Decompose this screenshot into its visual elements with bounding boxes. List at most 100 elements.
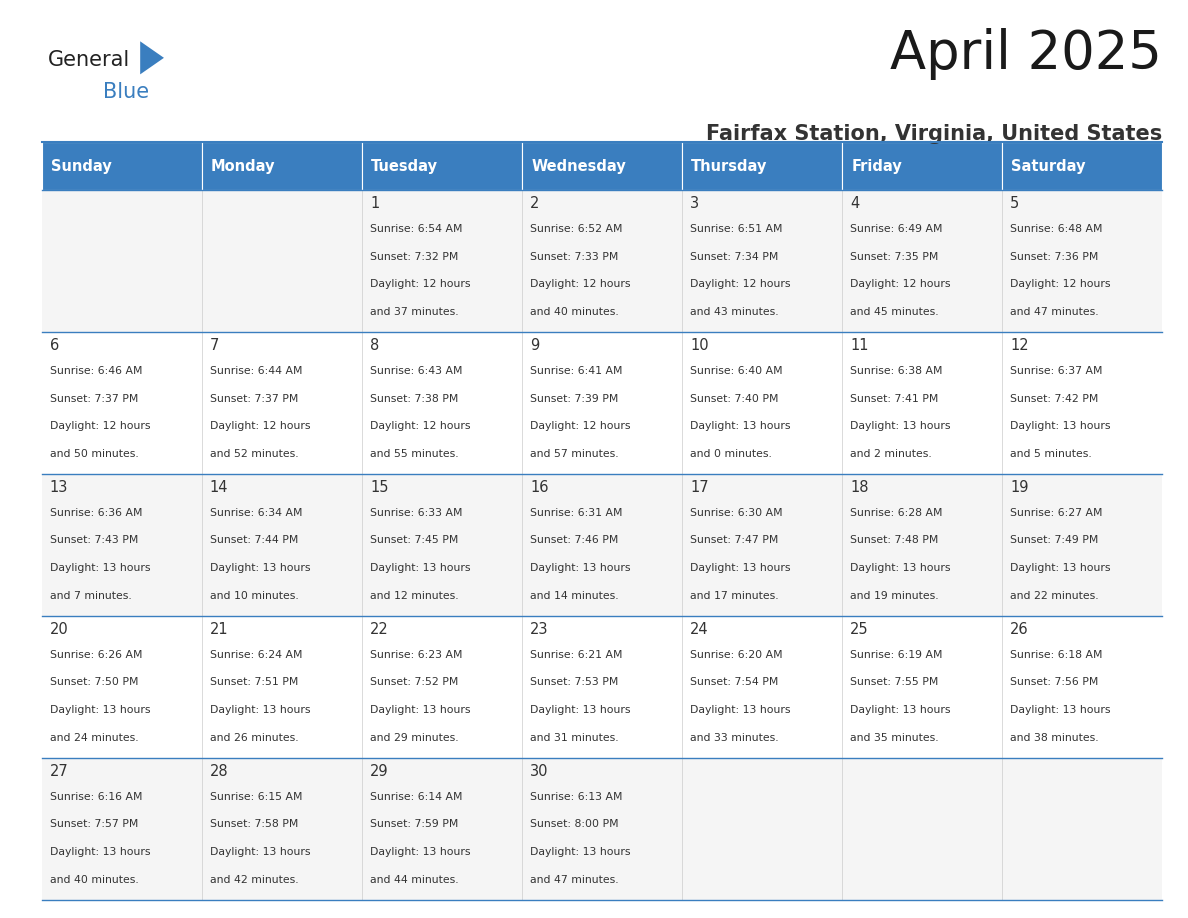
Text: Friday: Friday <box>852 159 902 174</box>
Bar <box>1001 616 1162 757</box>
Text: and 35 minutes.: and 35 minutes. <box>851 733 939 743</box>
Text: Sunset: 7:54 PM: Sunset: 7:54 PM <box>690 677 778 688</box>
Text: and 0 minutes.: and 0 minutes. <box>690 449 772 459</box>
Text: Sunset: 7:39 PM: Sunset: 7:39 PM <box>530 394 619 404</box>
Text: 2: 2 <box>530 196 539 211</box>
Text: Blue: Blue <box>103 82 150 102</box>
Text: Daylight: 13 hours: Daylight: 13 hours <box>50 847 151 856</box>
Text: Sunrise: 6:49 AM: Sunrise: 6:49 AM <box>851 224 942 234</box>
Text: Daylight: 12 hours: Daylight: 12 hours <box>1010 279 1111 289</box>
Text: Sunset: 7:44 PM: Sunset: 7:44 PM <box>210 535 298 545</box>
Text: and 29 minutes.: and 29 minutes. <box>369 733 459 743</box>
Text: Sunset: 7:32 PM: Sunset: 7:32 PM <box>369 252 459 262</box>
Text: 30: 30 <box>530 764 549 779</box>
Text: 15: 15 <box>369 480 388 496</box>
Text: 10: 10 <box>690 339 709 353</box>
Text: Sunset: 7:53 PM: Sunset: 7:53 PM <box>530 677 619 688</box>
Text: Sunrise: 6:26 AM: Sunrise: 6:26 AM <box>50 650 143 660</box>
Text: 11: 11 <box>851 339 868 353</box>
Bar <box>42 474 202 616</box>
Text: Sunset: 7:38 PM: Sunset: 7:38 PM <box>369 394 459 404</box>
Text: Sunrise: 6:21 AM: Sunrise: 6:21 AM <box>530 650 623 660</box>
Text: 14: 14 <box>210 480 228 496</box>
Text: Sunrise: 6:28 AM: Sunrise: 6:28 AM <box>851 508 942 518</box>
Text: and 19 minutes.: and 19 minutes. <box>851 590 939 600</box>
Bar <box>42 757 202 900</box>
Text: Monday: Monday <box>211 159 276 174</box>
Text: and 50 minutes.: and 50 minutes. <box>50 449 139 459</box>
Text: Sunrise: 6:37 AM: Sunrise: 6:37 AM <box>1010 366 1102 376</box>
Text: Daylight: 13 hours: Daylight: 13 hours <box>210 847 310 856</box>
Bar <box>42 190 202 332</box>
Text: and 43 minutes.: and 43 minutes. <box>690 307 778 317</box>
Bar <box>361 474 522 616</box>
Text: 7: 7 <box>210 339 220 353</box>
Bar <box>522 190 682 332</box>
Bar <box>522 332 682 474</box>
Text: 3: 3 <box>690 196 700 211</box>
Polygon shape <box>140 41 164 74</box>
Text: Daylight: 13 hours: Daylight: 13 hours <box>1010 563 1111 573</box>
Text: and 26 minutes.: and 26 minutes. <box>210 733 298 743</box>
Text: 13: 13 <box>50 480 68 496</box>
Text: and 12 minutes.: and 12 minutes. <box>369 590 459 600</box>
Bar <box>202 474 361 616</box>
Text: 5: 5 <box>1010 196 1019 211</box>
Bar <box>842 616 1001 757</box>
Bar <box>1001 332 1162 474</box>
Text: Sunrise: 6:40 AM: Sunrise: 6:40 AM <box>690 366 783 376</box>
Text: 21: 21 <box>210 622 228 637</box>
Text: and 14 minutes.: and 14 minutes. <box>530 590 619 600</box>
Bar <box>842 757 1001 900</box>
Text: Sunrise: 6:24 AM: Sunrise: 6:24 AM <box>210 650 303 660</box>
Text: and 44 minutes.: and 44 minutes. <box>369 875 459 885</box>
Bar <box>42 616 202 757</box>
Text: 16: 16 <box>530 480 549 496</box>
Text: 9: 9 <box>530 339 539 353</box>
Text: Sunrise: 6:38 AM: Sunrise: 6:38 AM <box>851 366 942 376</box>
Text: Sunset: 7:37 PM: Sunset: 7:37 PM <box>210 394 298 404</box>
Text: Sunset: 7:41 PM: Sunset: 7:41 PM <box>851 394 939 404</box>
Text: Saturday: Saturday <box>1011 159 1086 174</box>
Text: 19: 19 <box>1010 480 1029 496</box>
Text: 4: 4 <box>851 196 859 211</box>
Text: Sunday: Sunday <box>51 159 112 174</box>
Bar <box>1001 142 1162 190</box>
Bar <box>202 190 361 332</box>
Text: Sunrise: 6:51 AM: Sunrise: 6:51 AM <box>690 224 783 234</box>
Text: Daylight: 12 hours: Daylight: 12 hours <box>369 421 470 431</box>
Text: and 42 minutes.: and 42 minutes. <box>210 875 298 885</box>
Text: Sunrise: 6:31 AM: Sunrise: 6:31 AM <box>530 508 623 518</box>
Bar <box>522 757 682 900</box>
Text: and 22 minutes.: and 22 minutes. <box>1010 590 1099 600</box>
Text: Sunset: 7:57 PM: Sunset: 7:57 PM <box>50 820 138 829</box>
Bar <box>682 332 842 474</box>
Text: Daylight: 12 hours: Daylight: 12 hours <box>210 421 310 431</box>
Bar <box>42 332 202 474</box>
Bar <box>42 142 202 190</box>
Text: Sunrise: 6:15 AM: Sunrise: 6:15 AM <box>210 791 303 801</box>
Text: Daylight: 13 hours: Daylight: 13 hours <box>210 563 310 573</box>
Text: Daylight: 13 hours: Daylight: 13 hours <box>210 705 310 715</box>
Text: 28: 28 <box>210 764 228 779</box>
Text: 1: 1 <box>369 196 379 211</box>
Text: Daylight: 13 hours: Daylight: 13 hours <box>1010 421 1111 431</box>
Text: and 7 minutes.: and 7 minutes. <box>50 590 132 600</box>
Bar <box>202 757 361 900</box>
Text: Sunrise: 6:41 AM: Sunrise: 6:41 AM <box>530 366 623 376</box>
Text: Sunrise: 6:14 AM: Sunrise: 6:14 AM <box>369 791 462 801</box>
Text: Daylight: 13 hours: Daylight: 13 hours <box>851 421 950 431</box>
Text: Sunrise: 6:46 AM: Sunrise: 6:46 AM <box>50 366 143 376</box>
Text: Sunrise: 6:44 AM: Sunrise: 6:44 AM <box>210 366 303 376</box>
Text: Sunset: 7:51 PM: Sunset: 7:51 PM <box>210 677 298 688</box>
Text: Daylight: 13 hours: Daylight: 13 hours <box>369 705 470 715</box>
Text: Sunrise: 6:23 AM: Sunrise: 6:23 AM <box>369 650 462 660</box>
Text: 24: 24 <box>690 622 709 637</box>
Text: Sunset: 7:52 PM: Sunset: 7:52 PM <box>369 677 459 688</box>
Bar <box>522 142 682 190</box>
Text: Sunrise: 6:34 AM: Sunrise: 6:34 AM <box>210 508 303 518</box>
Text: Daylight: 13 hours: Daylight: 13 hours <box>690 705 790 715</box>
Text: Sunrise: 6:52 AM: Sunrise: 6:52 AM <box>530 224 623 234</box>
Text: Sunset: 8:00 PM: Sunset: 8:00 PM <box>530 820 619 829</box>
Text: Sunset: 7:43 PM: Sunset: 7:43 PM <box>50 535 138 545</box>
